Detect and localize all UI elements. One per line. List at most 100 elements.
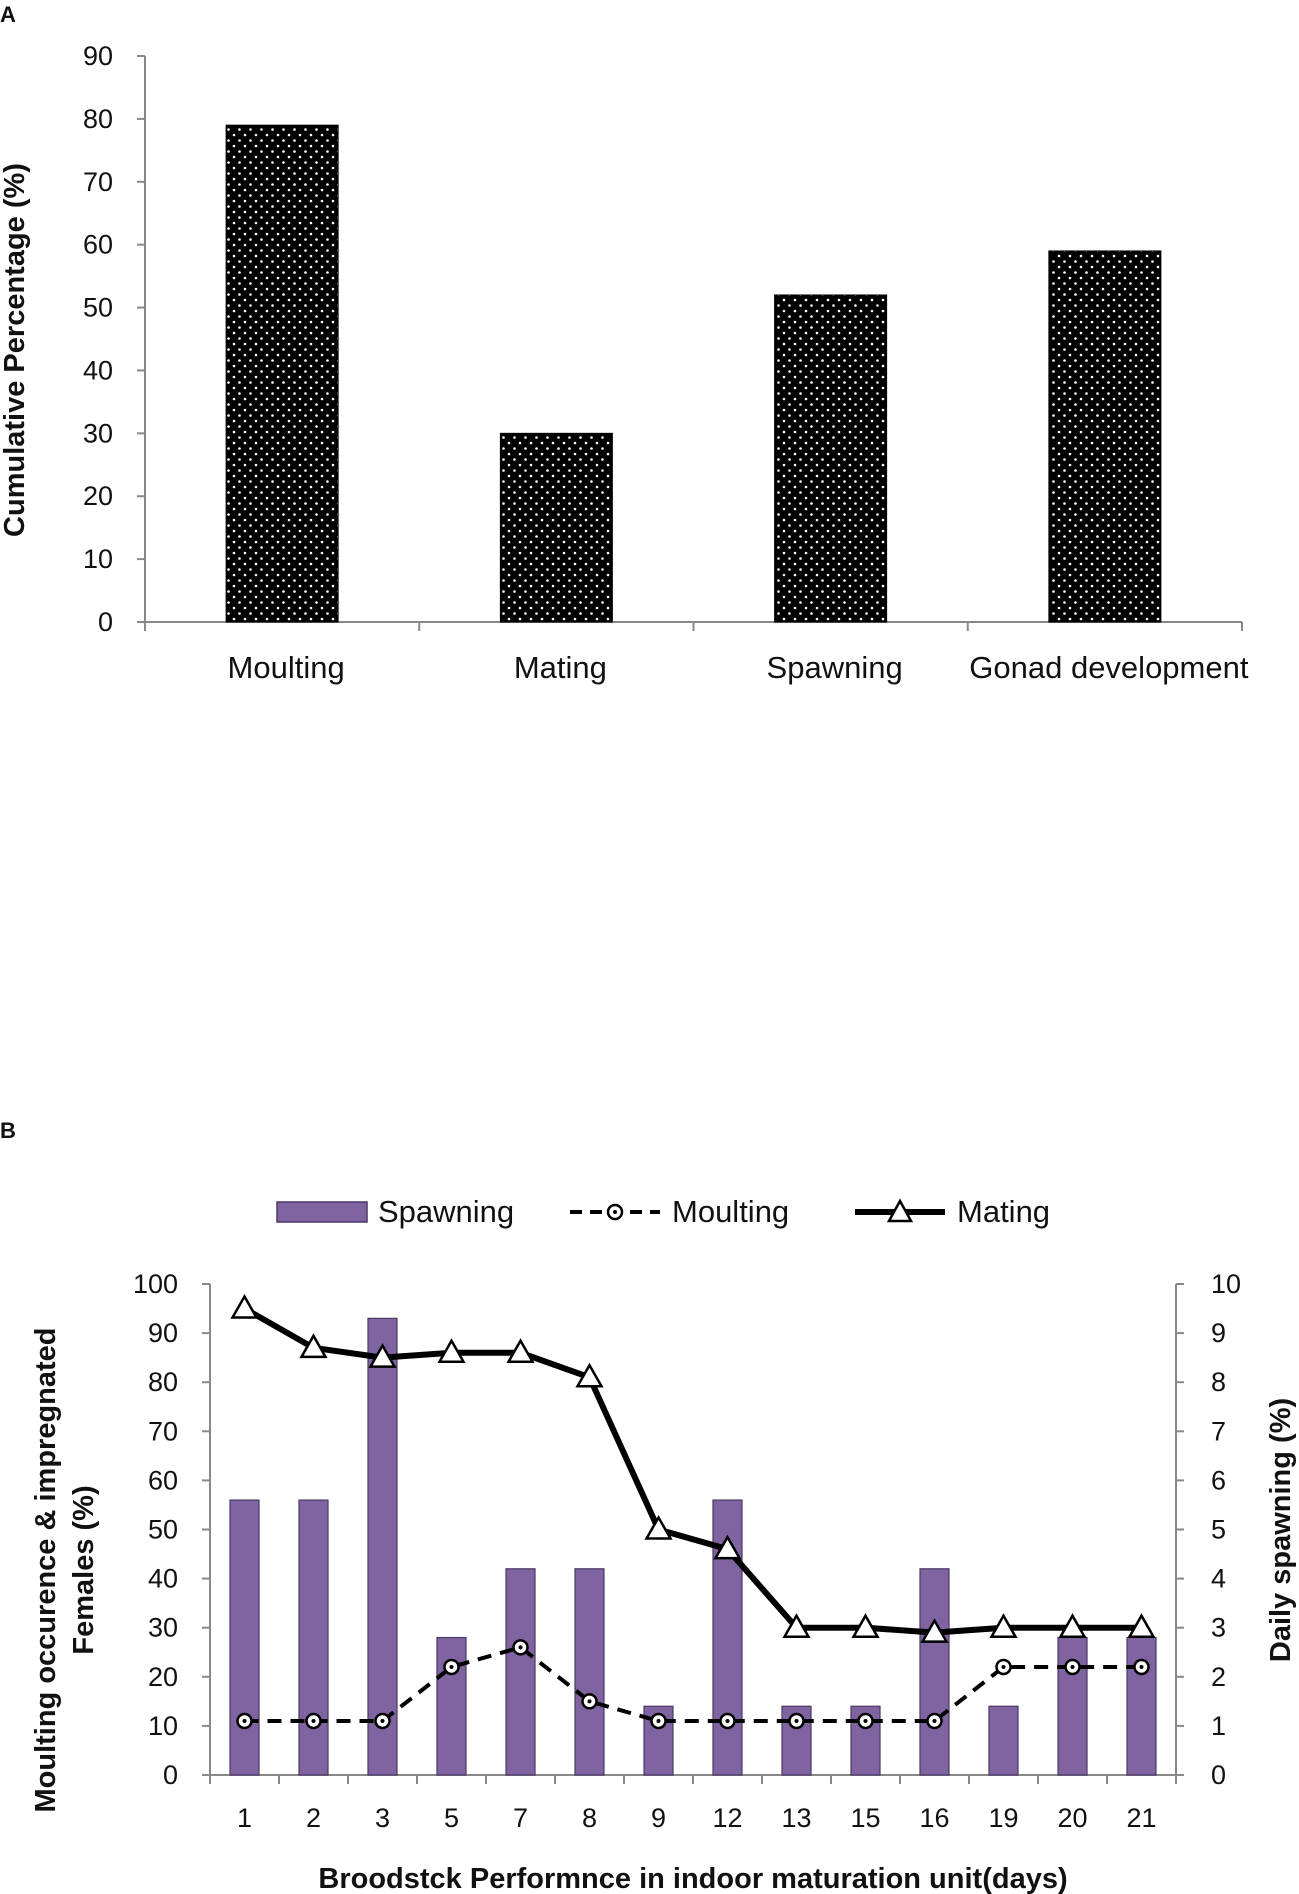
mating-point xyxy=(851,1613,880,1638)
chart-b-category-label: 12 xyxy=(712,1803,742,1833)
spawning-bar xyxy=(919,1568,950,1776)
moulting-point-center xyxy=(863,1718,868,1723)
chart-a-y-tick-label: 50 xyxy=(83,293,113,323)
chart-b-category-label: 8 xyxy=(582,1803,597,1833)
moulting-point-center xyxy=(518,1645,523,1650)
mating-line xyxy=(243,1305,1142,1636)
chart-a-y-tick-label: 20 xyxy=(83,481,113,511)
spawning-bar xyxy=(505,1568,536,1776)
spawning-bar xyxy=(1057,1636,1088,1776)
chart-b-category-label: 3 xyxy=(375,1803,390,1833)
chart-b-category-label: 15 xyxy=(850,1803,880,1833)
mating-point xyxy=(713,1534,742,1560)
chart-b-category-label: 16 xyxy=(919,1803,949,1833)
chart-a-y-tick-label: 60 xyxy=(83,230,113,260)
moulting-point-center xyxy=(1070,1664,1075,1669)
moulting-point-center xyxy=(1001,1664,1006,1669)
chart-a-y-tick-label: 80 xyxy=(83,104,113,134)
moulting-point-center xyxy=(725,1718,730,1723)
chart-b-right-tick-label: 10 xyxy=(1211,1269,1241,1299)
chart-b-left-y-axis-title-line1: Moulting occurence & impregnated xyxy=(30,1328,62,1813)
moulting-point-center xyxy=(587,1699,592,1704)
legend-moulting-label: Moulting xyxy=(672,1194,789,1229)
chart-b-left-tick-label: 20 xyxy=(148,1662,178,1692)
chart-a-y-tick-label: 90 xyxy=(83,41,113,71)
moulting-point-center xyxy=(311,1718,316,1723)
chart-a-bar-moulting xyxy=(225,124,339,623)
mating-point xyxy=(920,1618,949,1643)
chart-b-right-tick-label: 6 xyxy=(1211,1465,1226,1495)
mating-point xyxy=(782,1613,811,1638)
spawning-bar xyxy=(988,1705,1019,1776)
chart-a-y-tick-label: 0 xyxy=(98,607,113,637)
moulting-point-center xyxy=(794,1718,799,1723)
chart-a-bar-gonad-development xyxy=(1048,250,1162,623)
mating-point xyxy=(644,1514,673,1540)
mating-point xyxy=(1058,1613,1087,1638)
chart-a-bar-spawning xyxy=(774,294,888,623)
chart-b-category-label: 13 xyxy=(781,1803,811,1833)
chart-b-right-tick-label: 0 xyxy=(1211,1760,1226,1790)
chart-b-left-tick-label: 60 xyxy=(148,1465,178,1495)
mating-point xyxy=(1127,1613,1156,1638)
chart-b-x-axis-title: Broodstck Performnce in indoor maturatio… xyxy=(318,1863,1067,1894)
chart-b-category-label: 5 xyxy=(444,1803,459,1833)
chart-b-right-y-axis-title: Daily spawning (%) xyxy=(1265,1398,1297,1662)
panel-a-label: A xyxy=(0,2,16,27)
chart-b-left-tick-label: 40 xyxy=(148,1564,178,1594)
chart-b-legend: Spawning Moulting Mating xyxy=(276,1194,1050,1229)
chart-a-y-tick-label: 30 xyxy=(83,418,113,448)
legend-moulting-marker-dot xyxy=(613,1210,617,1214)
chart-b-right-tick-label: 9 xyxy=(1211,1318,1226,1348)
chart-b-right-tick-label: 7 xyxy=(1211,1416,1226,1446)
moulting-point-center xyxy=(932,1718,937,1723)
chart-b-category-label: 21 xyxy=(1126,1803,1156,1833)
chart-a-category-label: Moulting xyxy=(228,650,345,685)
chart-a-bar-mating xyxy=(499,432,613,623)
chart-b-right-tick-label: 4 xyxy=(1211,1564,1226,1594)
spawning-bar xyxy=(367,1317,398,1776)
chart-b-left-tick-label: 100 xyxy=(133,1269,178,1299)
chart-b-category-label: 2 xyxy=(306,1803,321,1833)
chart-a-category-label: Mating xyxy=(514,650,607,685)
chart-b-left-tick-label: 30 xyxy=(148,1613,178,1643)
chart-b-right-tick-label: 5 xyxy=(1211,1515,1226,1545)
mating-point xyxy=(368,1343,397,1368)
moulting-point-center xyxy=(449,1664,454,1669)
legend-mating-label: Mating xyxy=(957,1194,1050,1229)
moulting-point-center xyxy=(1139,1664,1144,1669)
spawning-bar xyxy=(1126,1636,1157,1776)
chart-b-left-y-axis-title-line2: Females (%) xyxy=(68,1485,100,1654)
mating-point xyxy=(299,1333,328,1359)
chart-a-y-tick-label: 10 xyxy=(83,544,113,574)
mating-point xyxy=(506,1338,535,1363)
chart-b-left-tick-label: 90 xyxy=(148,1318,178,1348)
chart-b-left-tick-label: 0 xyxy=(163,1760,178,1790)
spawning-bar xyxy=(298,1499,329,1776)
panel-b-label: B xyxy=(0,1118,16,1143)
mating-point xyxy=(575,1362,604,1388)
chart-a-y-axis-title: Cumulative Percentage (%) xyxy=(0,163,31,537)
chart-b-left-tick-label: 10 xyxy=(148,1711,178,1741)
moulting-point-center xyxy=(242,1718,247,1723)
moulting-point-center xyxy=(656,1718,661,1723)
chart-a-category-label: Gonad development xyxy=(969,650,1249,685)
chart-b-left-tick-label: 80 xyxy=(148,1367,178,1397)
spawning-bar xyxy=(436,1636,467,1776)
chart-b-right-tick-label: 3 xyxy=(1211,1613,1226,1643)
chart-b-left-tick-label: 70 xyxy=(148,1416,178,1446)
chart-b-left-tick-label: 50 xyxy=(148,1515,178,1545)
chart-a-y-tick-label: 70 xyxy=(83,167,113,197)
chart-b-category-label: 1 xyxy=(237,1803,252,1833)
chart-b-category-label: 9 xyxy=(651,1803,666,1833)
moulting-line xyxy=(244,1645,1142,1723)
chart-b-right-tick-label: 1 xyxy=(1211,1711,1226,1741)
chart-b-right-tick-label: 8 xyxy=(1211,1367,1226,1397)
mating-point xyxy=(230,1294,259,1319)
moulting-point-center xyxy=(380,1718,385,1723)
chart-b-right-tick-label: 2 xyxy=(1211,1662,1226,1692)
legend-spawning-label: Spawning xyxy=(378,1194,514,1229)
chart-a-category-label: Spawning xyxy=(767,650,903,685)
